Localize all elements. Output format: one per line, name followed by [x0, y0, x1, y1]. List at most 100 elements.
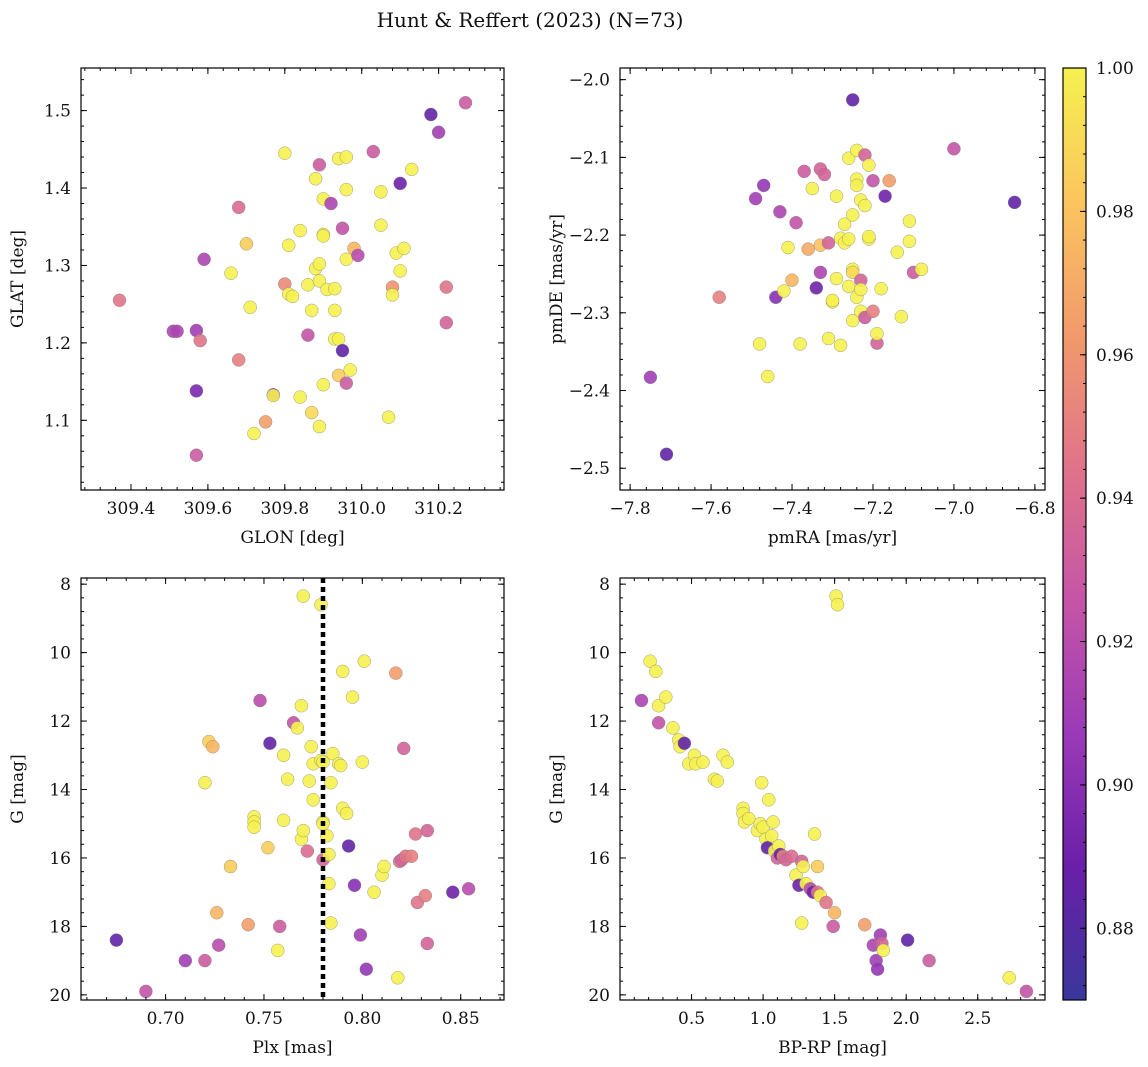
x-tick-label: −7.4: [771, 499, 812, 519]
scatter-point: [404, 849, 419, 864]
y-tick-label: 1.1: [44, 411, 71, 431]
scatter-point: [335, 221, 350, 236]
scatter-points: [109, 589, 476, 999]
scatter-point: [900, 933, 915, 947]
scatter-point: [420, 823, 435, 838]
y-tick-label: 1.3: [44, 256, 71, 276]
scatter-point: [809, 281, 824, 295]
scatter-point: [223, 859, 238, 874]
scatter-point: [845, 208, 860, 222]
y-tick-label: −2.5: [569, 459, 610, 479]
scatter-point: [316, 229, 331, 243]
scatter-point: [263, 736, 277, 751]
y-tick-label: −2.0: [569, 71, 610, 91]
scatter-point: [807, 827, 822, 841]
scatter-point: [649, 664, 663, 679]
scatter-point: [752, 337, 767, 351]
colorbar-tick-label: 0.88: [1096, 919, 1134, 939]
scatter-point: [826, 919, 840, 934]
colorbar-tick-label: 0.98: [1096, 202, 1134, 222]
colorbar-gradient: [1062, 67, 1087, 1001]
scatter-point: [276, 813, 291, 828]
scatter-point: [801, 242, 815, 256]
y-tick-label: 12: [588, 712, 610, 732]
scatter-point: [243, 300, 257, 315]
chart-title: Hunt & Reffert (2023) (N=73): [377, 8, 684, 32]
scatter-point: [351, 248, 365, 263]
scatter-point: [827, 905, 842, 920]
scatter-point: [253, 693, 267, 708]
y-tick-label: 10: [49, 644, 71, 664]
x-tick-label: −7.2: [852, 499, 893, 519]
scatter-point: [272, 919, 287, 934]
scatter-point: [335, 664, 350, 679]
x-axis-label: pmRA [mas/yr]: [768, 528, 897, 548]
y-tick-label: 16: [49, 849, 71, 869]
scatter-point: [324, 775, 338, 790]
scatter-point: [341, 839, 356, 853]
scatter-point: [328, 303, 342, 318]
scatter-point: [866, 173, 880, 188]
scatter-point: [789, 215, 803, 230]
x-axis-label: GLON [deg]: [240, 528, 344, 548]
scatter-points: [634, 589, 1034, 999]
scatter-point: [353, 928, 368, 942]
scatter-point: [322, 847, 336, 862]
scatter-point: [829, 271, 844, 286]
scatter-point: [301, 278, 315, 292]
scatter-point: [819, 895, 833, 910]
y-axis-label: pmDE [mas/yr]: [547, 214, 567, 344]
x-axis-label: BP-RP [mag]: [778, 1038, 887, 1058]
y-tick-label: −2.4: [569, 382, 610, 402]
y-tick-label: −2.1: [569, 148, 610, 168]
y-axis-label: G [mag]: [8, 754, 28, 823]
x-tick-label: −7.6: [690, 499, 731, 519]
scatter-point: [296, 823, 311, 838]
scatter-point: [1002, 971, 1016, 985]
scatter-point: [862, 229, 876, 244]
scatter-point: [339, 806, 354, 821]
scatter-point: [270, 943, 285, 958]
scatter-point: [258, 415, 273, 429]
scatter-point: [381, 410, 396, 424]
scatter-point: [261, 840, 275, 855]
x-tick-label: 0.70: [147, 1009, 185, 1029]
scatter-point: [374, 185, 388, 199]
scatter-point: [293, 390, 307, 404]
scatter-point: [293, 223, 307, 238]
scatter-point: [748, 191, 763, 206]
scatter-point: [829, 189, 844, 203]
ticks: [81, 68, 504, 490]
scatter-point: [312, 158, 327, 172]
scatter-point: [339, 182, 354, 197]
scatter-point: [198, 953, 212, 968]
scatter-point: [377, 859, 391, 874]
scatter-point: [446, 885, 460, 899]
scatter-point: [304, 303, 319, 318]
scatter-point: [796, 859, 810, 874]
y-tick-label: 20: [49, 986, 71, 1006]
scatter-point: [339, 376, 354, 390]
scatter-point: [189, 384, 204, 398]
scatter-point: [643, 654, 657, 668]
scatter-point: [720, 755, 735, 769]
x-tick-label: −7.8: [609, 499, 650, 519]
scatter-point: [189, 448, 204, 462]
scatter-point: [914, 262, 929, 277]
scatter-point: [333, 758, 348, 773]
scatter-point: [193, 333, 207, 348]
scatter-point: [797, 164, 811, 179]
scatter-point: [198, 775, 212, 790]
scatter-point: [862, 158, 876, 172]
panel-1: 309.4 309.6 309.8 310.0 310.2 1.1 1.2 1.3 1.4 1.5…: [8, 67, 505, 548]
scatter-point: [431, 125, 446, 140]
scatter-point: [389, 666, 403, 680]
scatter-point: [418, 888, 433, 903]
scatter-point: [742, 811, 756, 826]
scatter-point: [785, 273, 799, 287]
y-tick-label: 8: [599, 575, 610, 595]
scatter-point: [458, 96, 473, 110]
scatter-point: [857, 917, 872, 932]
scatter-point: [206, 739, 220, 754]
